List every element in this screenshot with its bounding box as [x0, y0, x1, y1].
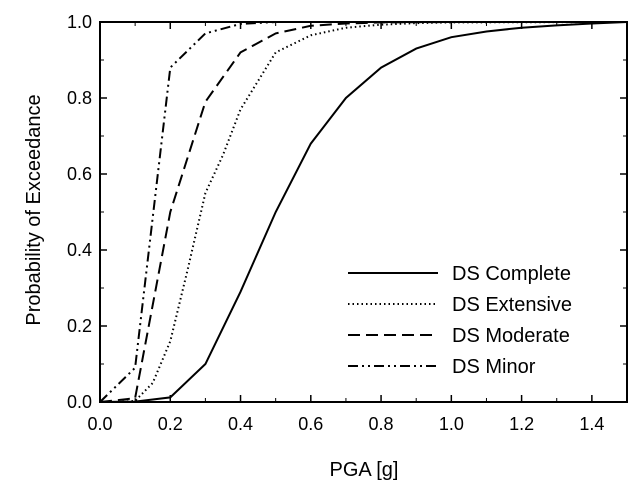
- x-tick-label: 0.4: [228, 414, 253, 434]
- legend-label-ds-minor: DS Minor: [452, 356, 536, 378]
- legend-label-ds-moderate: DS Moderate: [452, 325, 570, 347]
- legend-label-ds-complete: DS Complete: [452, 263, 571, 285]
- x-axis-title: PGA [g]: [330, 459, 399, 481]
- x-tick-label: 1.4: [579, 414, 604, 434]
- y-tick-label: 1.0: [67, 12, 92, 32]
- axes: 0.0 0.2 0.4 0.6 0.8 1.0 1.2 1.4 0.0 0.2 0.4 0.6 0.8 1…: [67, 12, 628, 434]
- series-line-ds-extensive: [100, 21, 628, 403]
- y-tick-label: 0.0: [67, 392, 92, 412]
- y-tick-label: 0.2: [67, 316, 92, 336]
- x-tick-label: 0.8: [369, 414, 394, 434]
- plot-area: [99, 21, 628, 403]
- y-tick-label: 0.8: [67, 88, 92, 108]
- plot-frame: [99, 21, 628, 403]
- legend: DS Complete DS Extensive DS Moderate DS Min…: [348, 263, 572, 378]
- x-tick-label: 0.0: [87, 414, 112, 434]
- series-line-ds-moderate: [99, 21, 627, 403]
- x-tick-label: 1.2: [509, 414, 534, 434]
- y-axis-title: Probability of Exceedance: [23, 94, 45, 325]
- y-tick-label: 0.4: [67, 240, 92, 260]
- x-tick-label: 0.2: [158, 414, 183, 434]
- series-line-ds-complete: [99, 21, 628, 403]
- legend-label-ds-extensive: DS Extensive: [452, 294, 572, 316]
- y-tick-label: 0.6: [67, 164, 92, 184]
- x-tick-label: 0.6: [298, 414, 323, 434]
- x-tick-label: 1.0: [439, 414, 464, 434]
